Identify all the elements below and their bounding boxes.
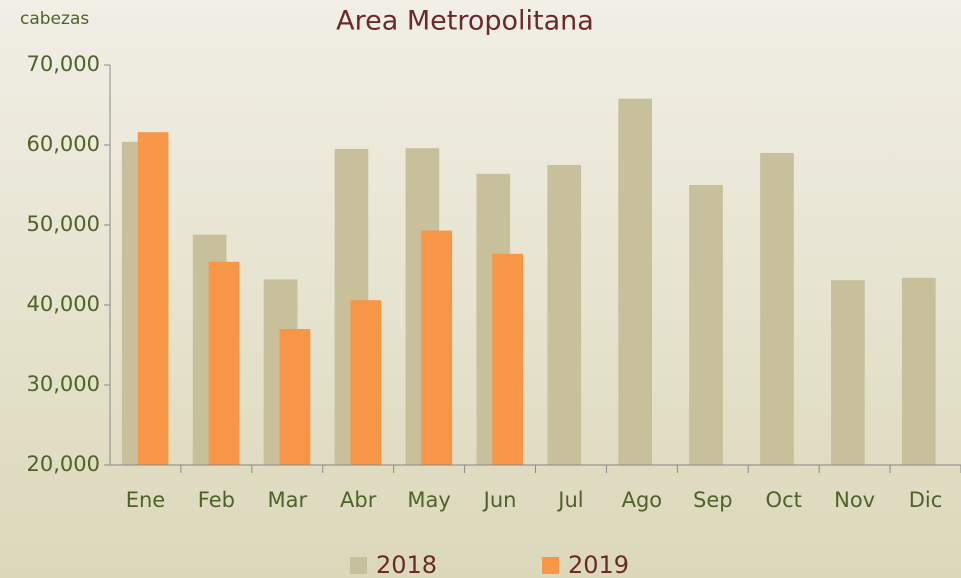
bar: [492, 253, 524, 465]
x-tick-label: Dic: [909, 488, 943, 512]
y-tick-label: 70,000: [27, 52, 100, 76]
y-tick-label: 30,000: [27, 372, 100, 396]
bar: [350, 300, 382, 465]
x-tick-label: Nov: [834, 488, 875, 512]
x-tick-label: May: [407, 488, 450, 512]
bar: [547, 165, 582, 465]
x-tick-label: Oct: [766, 488, 802, 512]
x-tick-label: Jul: [556, 488, 583, 512]
bar: [421, 230, 453, 465]
bar: [689, 185, 723, 465]
legend-swatch: [350, 557, 367, 574]
y-tick-label: 50,000: [27, 212, 100, 236]
bar: [279, 329, 311, 465]
x-tick-label: Abr: [340, 488, 377, 512]
y-tick-label: 60,000: [27, 132, 100, 156]
chart-title: Area Metropolitana: [336, 6, 594, 37]
bar: [901, 277, 936, 465]
bar: [618, 98, 652, 465]
x-tick-label: Ago: [622, 488, 663, 512]
y-axis-label: cabezas: [20, 9, 89, 29]
legend-label: 2018: [376, 551, 437, 578]
legend-swatch: [542, 557, 559, 574]
x-tick-label: Mar: [267, 488, 307, 512]
bar: [831, 280, 865, 465]
x-tick-label: Jun: [482, 488, 517, 512]
y-tick-label: 20,000: [27, 452, 100, 476]
y-tick-label: 40,000: [27, 292, 100, 316]
x-tick-label: Ene: [126, 488, 166, 512]
x-tick-label: Feb: [198, 488, 235, 512]
bar: [760, 153, 794, 465]
bar: [137, 132, 169, 465]
legend-label: 2019: [568, 551, 629, 578]
x-tick-label: Sep: [693, 488, 733, 512]
bar: [208, 261, 240, 465]
